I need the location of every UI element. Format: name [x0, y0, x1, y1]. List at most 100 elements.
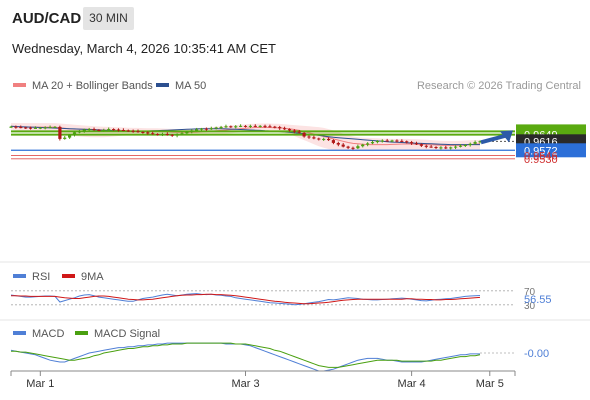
candle: [361, 144, 365, 147]
candle: [410, 142, 414, 144]
candle: [58, 126, 62, 139]
legend-ma20-label: MA 20 + Bollinger Bands: [32, 80, 153, 92]
rsi-swatch: [13, 274, 26, 279]
candle: [112, 129, 116, 131]
candle: [312, 137, 316, 139]
candle: [77, 131, 81, 133]
candle: [307, 136, 311, 138]
candle: [141, 132, 145, 133]
candle: [156, 134, 160, 135]
timeframe-badge[interactable]: 30 MIN: [83, 7, 134, 30]
candle: [458, 145, 463, 147]
candle: [82, 129, 86, 132]
candle: [97, 130, 101, 131]
candle: [48, 127, 52, 129]
legend-9ma-label: 9MA: [81, 271, 104, 283]
candle: [278, 127, 282, 129]
candle: [454, 146, 458, 148]
candle: [87, 129, 91, 131]
candle: [43, 127, 47, 129]
support-3-label: 0.9530: [524, 154, 558, 166]
candle: [199, 128, 204, 130]
candle: [214, 127, 218, 129]
legend-macd-signal-label: MACD Signal: [94, 328, 161, 340]
candle: [116, 129, 121, 131]
candle: [151, 133, 155, 135]
macd-swatch: [13, 331, 26, 336]
candle: [395, 140, 399, 142]
candle: [136, 131, 140, 133]
candle: [229, 126, 233, 128]
candle: [414, 143, 419, 145]
candle: [385, 140, 389, 142]
candle: [390, 140, 394, 142]
candle: [473, 142, 477, 144]
macd-signal-line: [11, 342, 481, 368]
candle: [219, 127, 223, 129]
candle: [131, 130, 135, 132]
candle: [160, 134, 164, 135]
candle: [322, 138, 326, 140]
rsi-9ma-line: [11, 293, 481, 305]
candle: [121, 130, 125, 131]
candle: [424, 145, 428, 147]
candle: [14, 126, 18, 128]
ma50-swatch: [156, 83, 169, 88]
candle: [356, 146, 360, 149]
candle: [336, 143, 340, 145]
candle: [28, 127, 33, 129]
legend-macd: MACD: [13, 328, 64, 340]
support-1-label: 0.9572: [524, 145, 558, 157]
macd-line: [10, 342, 480, 372]
candle: [346, 146, 350, 148]
support-1-label-bg: [516, 143, 586, 158]
candle: [234, 126, 238, 128]
candle: [195, 129, 199, 131]
x-tick-label: Mar 5: [476, 378, 504, 390]
candle: [243, 125, 248, 127]
candle: [439, 147, 443, 149]
candle: [419, 144, 423, 146]
forecast-arrow-shaft: [480, 133, 508, 145]
x-tick-label: Mar 1: [26, 378, 54, 390]
candle: [468, 143, 472, 145]
candle: [478, 141, 482, 143]
candle: [146, 132, 150, 134]
legend-ma20: MA 20 + Bollinger Bands: [13, 80, 153, 92]
candle: [444, 147, 448, 149]
candle: [273, 126, 277, 128]
candle: [180, 133, 184, 135]
forecast-arrow-head: [500, 130, 513, 143]
candle: [327, 138, 331, 141]
candle: [38, 127, 42, 129]
rsi-line: [10, 293, 481, 306]
candle: [253, 125, 257, 127]
candle: [287, 129, 292, 131]
legend-rsi-label: RSI: [32, 271, 51, 283]
candle: [102, 130, 106, 131]
candle: [107, 129, 111, 131]
candle: [209, 128, 213, 130]
x-tick-label: Mar 3: [231, 378, 259, 390]
candle: [24, 127, 28, 129]
candle: [302, 132, 306, 137]
candle: [175, 134, 179, 136]
candle: [165, 134, 169, 135]
candle: [366, 143, 370, 145]
candle: [92, 129, 96, 131]
candle: [400, 140, 404, 142]
rsi-last-value: 56.55: [524, 294, 552, 306]
candle: [224, 126, 228, 128]
support-2-label: 0.9546: [524, 151, 558, 163]
x-tick-label: Mar 4: [398, 378, 426, 390]
candle: [190, 130, 194, 132]
candle: [331, 140, 335, 143]
ma9-swatch: [62, 274, 75, 279]
legend-macd-signal: MACD Signal: [75, 328, 160, 340]
candle: [68, 134, 72, 138]
candle: [283, 128, 287, 130]
candle: [185, 131, 189, 134]
candle: [297, 131, 301, 133]
legend-ma50-label: MA 50: [175, 80, 207, 92]
